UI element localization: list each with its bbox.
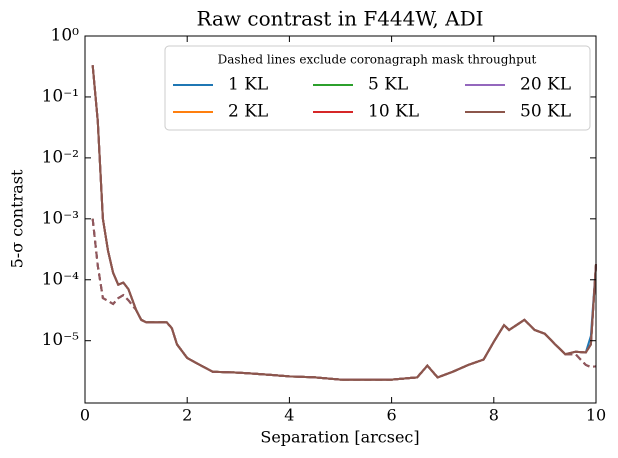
- dashed-line: [91, 218, 597, 381]
- dashed-line: [91, 218, 597, 381]
- plot-area: [91, 65, 597, 381]
- x-tick-label: 10: [586, 406, 606, 425]
- x-axis-label: Separation [arcsec]: [260, 428, 419, 447]
- x-tick-label: 8: [489, 406, 499, 425]
- axes-frame: [84, 35, 597, 404]
- y-axis-label: 5-σ contrast: [8, 169, 27, 268]
- legend-label: 20 KL: [520, 75, 571, 95]
- x-tick-label: 2: [182, 406, 192, 425]
- x-tick-label: 4: [284, 406, 294, 425]
- dashed-line: [91, 218, 597, 381]
- legend-label: 5 KL: [368, 75, 408, 95]
- dashed-line: [91, 218, 597, 381]
- legend-label: 10 KL: [368, 102, 419, 122]
- x-tick-label: 0: [80, 406, 90, 425]
- legend-label: 2 KL: [228, 102, 268, 122]
- dashed-line: [91, 218, 597, 381]
- y-tick-label: 10⁻¹: [42, 86, 79, 106]
- legend-box: [164, 45, 591, 131]
- y-tick-label: 10⁻²: [42, 147, 79, 167]
- legend-label: 50 KL: [520, 102, 571, 122]
- legend-title: Dashed lines exclude coronagraph mask th…: [218, 53, 537, 67]
- y-tick-label: 10⁰: [51, 26, 80, 46]
- dashed-line: [91, 218, 597, 381]
- legend-label: 1 KL: [228, 75, 268, 95]
- line: [91, 65, 597, 381]
- y-tick-label: 10⁻³: [42, 208, 79, 228]
- y-tick-label: 10⁻⁴: [42, 269, 80, 289]
- x-tick-label: 6: [387, 406, 397, 425]
- chart-title: Raw contrast in F444W, ADI: [196, 7, 483, 31]
- y-tick-label: 10⁻⁵: [42, 330, 80, 350]
